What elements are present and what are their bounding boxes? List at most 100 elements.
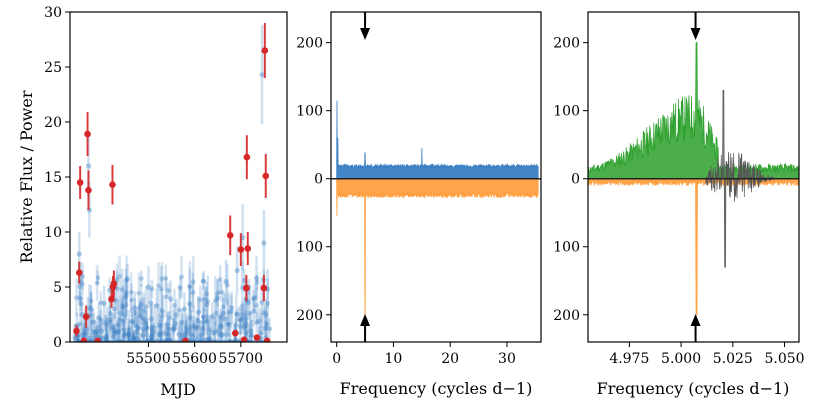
blue-point xyxy=(148,316,154,322)
blue-point xyxy=(225,321,231,327)
blue-point xyxy=(158,332,164,338)
blue-point xyxy=(156,283,161,289)
blue-point xyxy=(241,277,247,283)
blue-point xyxy=(256,318,262,324)
blue-point xyxy=(143,304,149,310)
blue-point xyxy=(120,303,126,309)
y-tick-label: 10 xyxy=(44,225,62,241)
blue-point xyxy=(94,280,100,286)
blue-point xyxy=(121,333,127,339)
blue-point xyxy=(200,278,206,284)
blue-point xyxy=(183,325,189,331)
blue-point xyxy=(191,323,197,329)
blue-point xyxy=(123,331,129,337)
blue-point xyxy=(136,290,142,296)
blue-point xyxy=(187,285,193,290)
red-point xyxy=(231,329,239,337)
red-point xyxy=(94,337,102,342)
blue-point xyxy=(225,282,230,288)
panel-right: 4.975 5.000 5.025 5.050 200 100 0 100 200 Freque… xyxy=(553,11,805,398)
y-tick-label: 100 xyxy=(553,104,580,120)
blue-point xyxy=(94,329,100,334)
x-tick-label: 0 xyxy=(332,351,341,367)
blue-point xyxy=(119,287,125,293)
blue-point xyxy=(241,325,247,331)
blue-point xyxy=(159,276,165,282)
blue-point xyxy=(86,335,92,341)
blue-point xyxy=(249,332,255,338)
right-axes: 4.975 5.000 5.025 5.050 200 100 0 100 200 xyxy=(553,11,805,367)
blue-point xyxy=(158,286,164,292)
arrow-bottom-head xyxy=(360,314,371,326)
zoom-gray xyxy=(705,89,775,268)
blue-point xyxy=(120,318,126,324)
blue-point xyxy=(201,318,207,324)
blue-point xyxy=(140,332,146,338)
y-tick-label: 0 xyxy=(571,172,580,188)
blue-point xyxy=(123,290,129,296)
blue-point xyxy=(120,327,127,333)
blue-point xyxy=(219,289,224,295)
blue-point xyxy=(148,300,154,306)
blue-point xyxy=(141,327,147,333)
blue-point xyxy=(132,305,138,311)
blue-point xyxy=(240,312,246,317)
blue-point xyxy=(86,305,92,311)
blue-point xyxy=(138,276,144,281)
right-xlabel: Frequency (cycles d−1) xyxy=(597,379,790,398)
blue-point xyxy=(218,323,224,329)
red-point xyxy=(75,269,83,277)
blue-point xyxy=(215,328,221,333)
blue-point xyxy=(250,296,256,302)
blue-point xyxy=(178,335,183,341)
red-point xyxy=(263,337,271,342)
zoom-green xyxy=(588,42,799,180)
blue-point xyxy=(200,326,206,331)
blue-point xyxy=(219,332,225,338)
blue-point xyxy=(183,331,188,337)
blue-point xyxy=(226,321,232,327)
blue-point xyxy=(129,297,134,303)
blue-point xyxy=(170,326,177,332)
x-tick-label: 30 xyxy=(498,351,516,367)
panel-left: 55500 55600 55700 0 5 10 15 20 25 30 MJD Relative… xyxy=(17,5,288,399)
panel-middle: 0 10 20 30 200 100 0 100 200 Frequency (cycles d… xyxy=(296,11,542,398)
right-plot-area xyxy=(588,42,799,316)
red-point xyxy=(84,130,91,138)
blue-point xyxy=(212,298,218,304)
blue-point xyxy=(254,320,260,326)
y-tick-label: 200 xyxy=(553,36,580,52)
blue-point xyxy=(107,319,113,325)
blue-point xyxy=(163,294,169,300)
blue-point xyxy=(125,334,131,340)
blue-point xyxy=(162,330,168,336)
blue-point xyxy=(72,337,78,342)
y-tick-label: 30 xyxy=(44,5,62,21)
x-tick-label: 5.025 xyxy=(713,351,753,367)
blue-point xyxy=(93,332,99,338)
blue-point xyxy=(74,295,79,301)
blue-point xyxy=(171,324,177,329)
red-point xyxy=(243,284,250,292)
blue-point xyxy=(78,301,84,307)
left-axes: 55500 55600 55700 0 5 10 15 20 25 30 xyxy=(44,5,288,367)
x-tick-label: 55600 xyxy=(172,351,217,367)
blue-point xyxy=(254,303,259,308)
blue-point xyxy=(179,319,185,325)
blue-point xyxy=(181,306,188,312)
blue-point xyxy=(136,325,142,331)
blue-point xyxy=(118,310,124,316)
red-point xyxy=(244,245,252,252)
blue-point xyxy=(259,300,265,305)
blue-point xyxy=(123,293,129,299)
blue-point xyxy=(223,332,229,337)
blue-point xyxy=(217,277,223,283)
blue-point xyxy=(160,313,165,319)
blue-point xyxy=(240,315,246,321)
blue-point xyxy=(98,328,104,334)
y-tick-label: 200 xyxy=(553,308,580,324)
blue-point xyxy=(104,333,110,340)
blue-point xyxy=(77,295,83,301)
blue-point xyxy=(122,331,128,337)
blue-point xyxy=(131,335,137,341)
